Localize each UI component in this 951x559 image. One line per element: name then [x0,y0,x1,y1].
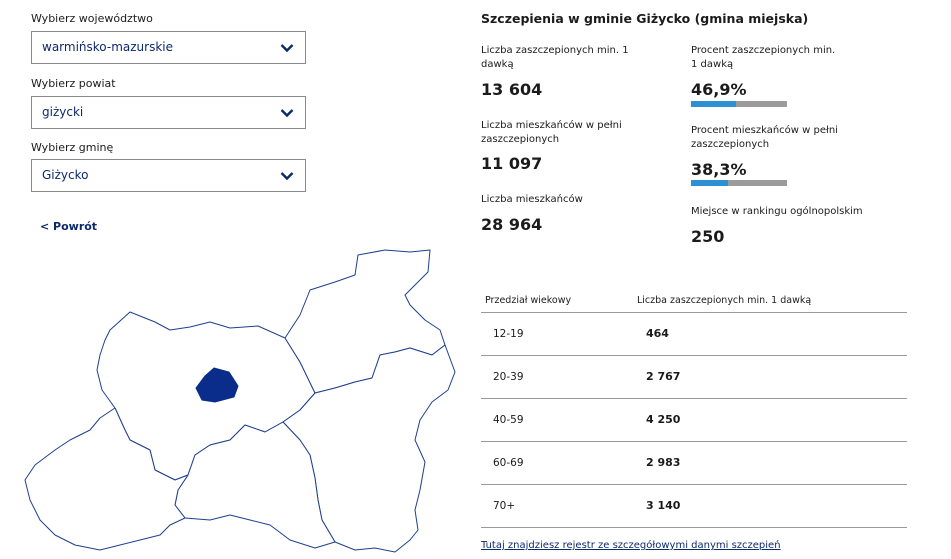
percent-one-dose-label: Procent zaszczepionych min. 1 dawką [691,45,836,70]
table-divider [481,398,907,399]
percent-one-dose-value: 46,9% [691,80,747,99]
chevron-down-icon [280,109,294,118]
percent-one-dose-bar-fill [691,101,737,107]
back-link[interactable]: < Powrót [40,220,98,233]
percent-one-dose-bar [691,101,787,107]
table-divider [481,441,907,442]
ranking-value: 250 [691,227,725,246]
fully-vaccinated-label: Liczba mieszkańców w pełni zaszczepionyc… [481,120,622,145]
table-row-age: 60-69 [493,457,524,469]
percent-fully-bar-fill [691,180,728,186]
voivodeship-value: warmińsko-mazurskie [42,40,173,54]
table-row-age: 70+ [493,500,516,512]
municipality-label: Wybierz gminę [31,141,114,154]
voivodeship-select[interactable]: warmińsko-mazurskie [31,31,306,64]
percent-fully-bar [691,180,787,186]
map-selected-municipality[interactable] [195,367,239,403]
map-region-southwest[interactable] [24,407,189,551]
table-row-age: 12-19 [493,328,524,340]
county-label: Wybierz powiat [31,77,116,90]
table-row-count: 464 [646,327,669,340]
table-divider [481,484,907,485]
fully-vaccinated-value: 11 097 [481,154,543,173]
table-header-count: Liczba zaszczepionych min. 1 dawką [637,295,812,306]
county-value: giżycki [42,105,84,119]
table-row-count: 2 767 [646,370,681,383]
stats-title: Szczepienia w gminie Giżycko (gmina miej… [481,11,809,26]
percent-fully-label: Procent mieszkańców w pełni zaszczepiony… [691,125,838,150]
table-divider [481,355,907,356]
table-row-count: 2 983 [646,456,681,469]
population-label: Liczba mieszkańców [481,194,583,205]
vaccinated-one-dose-value: 13 604 [481,80,543,99]
chevron-down-icon [280,44,294,53]
county-map [24,249,456,553]
county-select[interactable]: giżycki [31,96,306,129]
table-row-age: 20-39 [493,371,524,383]
table-row-count: 3 140 [646,499,681,512]
registry-link[interactable]: Tutaj znajdziesz rejestr ze szczegółowym… [481,540,781,551]
table-row-age: 40-59 [493,414,524,426]
table-divider [481,527,907,528]
table-row-count: 4 250 [646,413,681,426]
population-value: 28 964 [481,215,543,234]
percent-fully-value: 38,3% [691,160,747,179]
municipality-select[interactable]: Giżycko [31,159,306,192]
vaccinated-one-dose-label: Liczba zaszczepionych min. 1 dawką [481,45,629,70]
ranking-label: Miejsce w rankingu ogólnopolskim [691,206,863,217]
table-header-age: Przedział wiekowy [485,295,572,306]
voivodeship-label: Wybierz województwo [31,12,153,25]
table-divider [481,312,907,313]
chevron-down-icon [280,172,294,181]
municipality-value: Giżycko [42,168,89,182]
